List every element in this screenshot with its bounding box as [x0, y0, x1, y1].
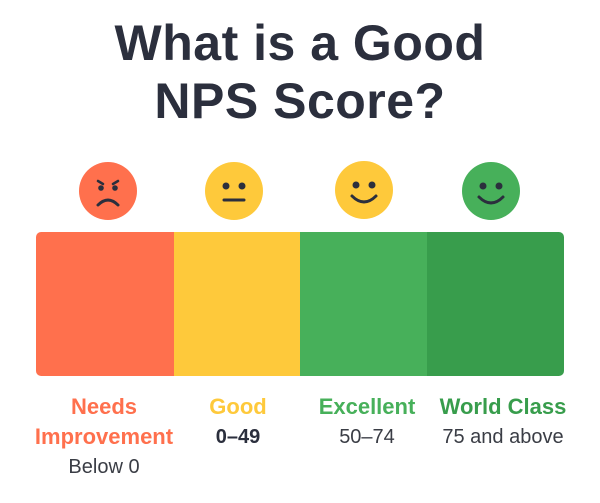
- segment-world-class: [427, 232, 564, 376]
- category-needs-improvement: Needs Improvement Below 0: [24, 392, 184, 482]
- page-title: What is a Good NPS Score?: [0, 14, 600, 130]
- neutral-face-icon: [205, 162, 263, 220]
- category-good: Good 0–49: [178, 392, 298, 452]
- category-label: Excellent: [318, 394, 416, 419]
- segment-excellent: [300, 232, 427, 376]
- category-range: 50–74: [339, 426, 395, 448]
- category-label-line-2: Improvement: [34, 424, 174, 449]
- category-world-class: World Class 75 and above: [428, 392, 578, 452]
- segment-good: [174, 232, 300, 376]
- category-label-line-1: Needs: [70, 394, 138, 419]
- category-label: World Class: [439, 394, 567, 419]
- nps-scale-bar: [36, 232, 564, 376]
- category-range: Below 0: [68, 456, 140, 478]
- happy-face-icon: [462, 162, 520, 220]
- smile-face-icon: [335, 161, 393, 219]
- face-row: [0, 160, 600, 224]
- segment-needs-improvement: [36, 232, 174, 376]
- sad-face-icon: [79, 162, 137, 220]
- category-range: 0–49: [215, 426, 261, 448]
- category-range: 75 and above: [442, 426, 564, 448]
- category-excellent: Excellent 50–74: [304, 392, 430, 452]
- category-label: Good: [209, 394, 267, 419]
- title-line-1: What is a Good: [114, 15, 486, 71]
- title-line-2: NPS Score?: [154, 73, 446, 129]
- category-labels: Needs Improvement Below 0 Good 0–49 Exce…: [0, 392, 600, 502]
